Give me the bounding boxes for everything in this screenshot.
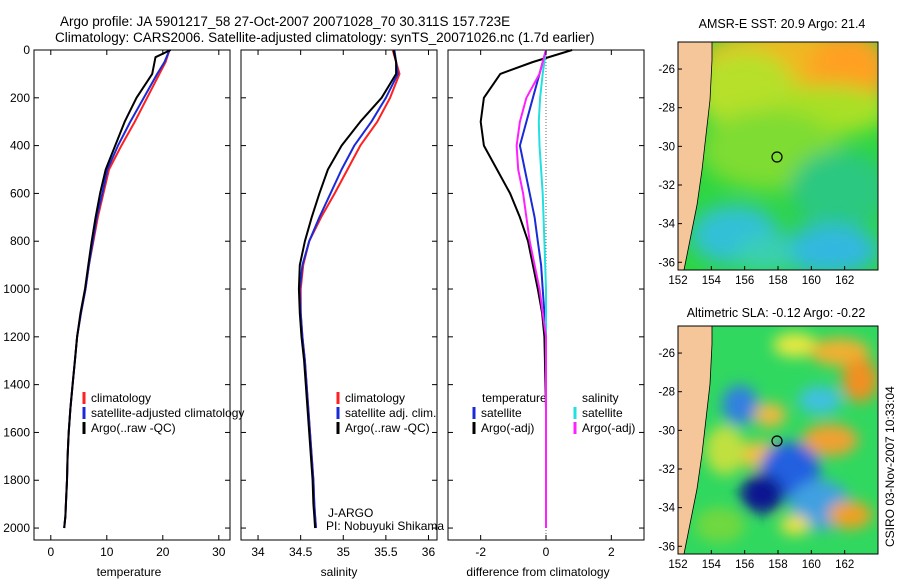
salinity-xtick-label: 35: [337, 545, 351, 559]
float-program-label: J-ARGO: [328, 506, 373, 520]
temperature-series-0: [63, 49, 171, 529]
sst-argo-location-marker: [771, 151, 783, 163]
header-line-1: Argo profile: JA 5901217_58 27-Oct-2007 …: [60, 14, 510, 29]
altimetric-sla-lat-label: -30: [658, 425, 675, 437]
depth-tick-label: 600: [10, 186, 30, 200]
legend-label-climatology: climatology: [345, 391, 405, 405]
temperature-xtick-label: 0: [47, 545, 54, 559]
legend-label-sal-satellite: satellite: [582, 406, 623, 420]
sst-map-field: [678, 42, 878, 270]
amsre-sst-lat-label: -32: [658, 180, 675, 192]
altimetric-sla-lon-label: 160: [802, 559, 821, 571]
salinity-legend: climatology satellite adj. clim. Argo(..…: [326, 391, 444, 533]
depth-tick-label: 1800: [3, 473, 30, 487]
temperature-xlabel: temperature: [97, 565, 162, 579]
sla-map-field: [678, 326, 878, 554]
difference-series-2: [537, 49, 547, 528]
temperature-legend: climatology satellite-adjusted climatolo…: [82, 391, 244, 435]
altimetric-sla-lon-label: 152: [668, 559, 687, 571]
sla-map-title: Altimetric SLA: -0.12 Argo: -0.22: [687, 306, 866, 320]
amsre-sst-lat-label: -26: [658, 64, 675, 76]
depth-tick-label: 400: [10, 139, 30, 153]
salinity-series-0: [299, 49, 401, 529]
depth-tick-label: 0: [23, 43, 30, 57]
altimetric-sla-lat-label: -28: [658, 387, 675, 399]
depth-tick-label: 200: [10, 91, 30, 105]
legend-label-satellite: satellite adj. clim.: [345, 406, 436, 420]
difference-xtick-label: 2: [608, 545, 615, 559]
difference-series-3: [515, 49, 547, 528]
difference-xlabel: difference from climatology: [466, 565, 609, 579]
legend-label-temp-satellite: satellite: [481, 406, 522, 420]
header-line-2: Climatology: CARS2006. Satellite-adjuste…: [55, 30, 595, 45]
depth-tick-label: 2000: [3, 521, 30, 535]
difference-xtick-label: 0: [543, 545, 550, 559]
salinity-series-2: [297, 49, 398, 529]
temperature-series-2: [63, 49, 172, 529]
depth-tick-label: 800: [10, 234, 30, 248]
altimetric-sla-lon-label: 154: [702, 559, 722, 571]
temperature-series-1: [63, 49, 171, 529]
legend-label-climatology: climatology: [91, 391, 151, 405]
difference-legend: temperature satellite Argo(-adj) salinit…: [472, 391, 635, 435]
credit-timestamp: CSIRO 03-Nov-2007 10:33:04: [883, 386, 897, 547]
principal-investigator-label: PI: Nobuyuki Shikama: [326, 519, 444, 533]
salinity-xtick-label: 35.5: [374, 545, 398, 559]
depth-tick-label: 1400: [3, 378, 30, 392]
legend-heading-salinity: salinity: [582, 391, 619, 405]
sst-map-title: AMSR-E SST: 20.9 Argo: 21.4: [699, 17, 866, 31]
sst-coast: [678, 42, 713, 271]
difference-series-1: [479, 49, 573, 528]
salinity-xtick-label: 34.5: [289, 545, 313, 559]
altimetric-sla-lon-label: 156: [735, 559, 754, 571]
altimetric-sla-lon-label: 158: [768, 559, 787, 571]
amsre-sst-lon-label: 162: [835, 275, 854, 287]
amsre-sst-lat-label: -36: [658, 257, 675, 269]
legend-label-temp-argo: Argo(-adj): [481, 421, 534, 435]
legend-heading-temperature: temperature: [482, 391, 547, 405]
legend-label-satellite: satellite-adjusted climatology: [91, 406, 244, 420]
altimetric-sla-lat-label: -26: [658, 348, 675, 360]
sla-coast: [678, 326, 713, 555]
altimetric-sla-lon-label: 162: [835, 559, 854, 571]
amsre-sst-lon-label: 156: [735, 275, 754, 287]
salinity-xtick-label: 34: [251, 545, 265, 559]
amsre-sst-lat-label: -30: [658, 141, 675, 153]
altimetric-sla-lat-label: -32: [658, 464, 675, 476]
amsre-sst-lon-label: 160: [802, 275, 821, 287]
amsre-sst-lon-label: 152: [668, 275, 687, 287]
salinity-xtick-label: 36: [422, 545, 436, 559]
amsre-sst-lon-label: 154: [702, 275, 722, 287]
legend-label-sal-argo: Argo(-adj): [582, 421, 635, 435]
amsre-sst-lat-label: -34: [658, 219, 675, 231]
altimetric-sla-lat-label: -34: [658, 503, 675, 515]
difference-series-0: [518, 49, 547, 528]
depth-tick-label: 1200: [3, 330, 30, 344]
depth-tick-label: 1000: [3, 282, 30, 296]
salinity-xlabel: salinity: [321, 565, 358, 579]
amsre-sst-lon-label: 158: [768, 275, 787, 287]
temperature-axes: [33, 49, 231, 541]
temperature-xtick-label: 30: [212, 545, 226, 559]
amsre-sst-lat-label: -28: [658, 103, 675, 115]
salinity-axes: [240, 49, 438, 541]
altimetric-sla-lat-label: -36: [658, 541, 675, 553]
sla-argo-location-marker: [771, 435, 783, 447]
temperature-xtick-label: 10: [100, 545, 114, 559]
salinity-series-1: [298, 49, 399, 529]
difference-xtick-label: -2: [475, 545, 486, 559]
legend-label-argo: Argo(..raw -QC): [91, 421, 176, 435]
legend-label-argo: Argo(..raw -QC): [345, 421, 430, 435]
temperature-xtick-label: 20: [156, 545, 170, 559]
depth-tick-label: 1600: [3, 425, 30, 439]
